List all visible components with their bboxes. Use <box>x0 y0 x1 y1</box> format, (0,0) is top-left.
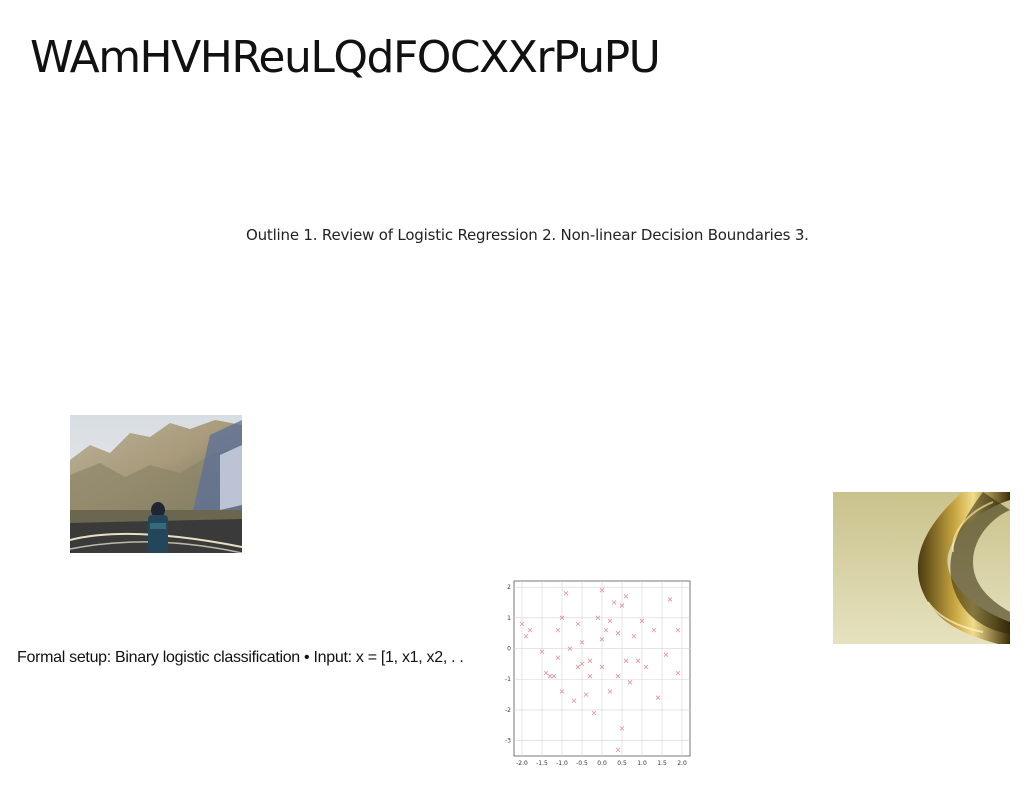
x-ticks: -2.0 -1.5 -1.0 -0.5 0.0 0.5 1.0 1.5 2.0 <box>516 760 687 767</box>
data-point <box>651 627 657 633</box>
data-point <box>599 637 605 642</box>
data-point <box>519 621 525 627</box>
data-point <box>619 726 625 731</box>
data-point <box>667 597 673 602</box>
x-tick-label: -0.5 <box>576 760 588 767</box>
x-tick-label: 0.0 <box>597 760 607 767</box>
data-point <box>631 633 637 639</box>
y-tick-label: -1 <box>505 676 511 683</box>
data-point <box>675 627 681 633</box>
data-point <box>623 594 629 599</box>
data-point <box>579 661 585 667</box>
data-point <box>551 673 557 679</box>
formal-setup-text: Formal setup: Binary logistic classifica… <box>17 649 464 666</box>
data-point <box>539 649 545 654</box>
data-point <box>523 633 529 639</box>
data-point <box>547 673 553 679</box>
data-point <box>543 670 549 676</box>
data-point <box>527 627 533 633</box>
data-point <box>591 710 597 716</box>
x-tick-label: 2.0 <box>677 760 687 767</box>
y-ticks: 2 1 0 -1 -2 -3 <box>505 584 511 745</box>
data-point <box>559 615 565 621</box>
data-point <box>587 658 593 664</box>
data-point <box>655 695 661 700</box>
x-tick-label: -2.0 <box>516 760 528 767</box>
y-tick-label: 2 <box>507 584 511 591</box>
x-tick-label: 0.5 <box>617 760 627 767</box>
data-point <box>575 664 581 670</box>
data-point <box>627 680 633 685</box>
data-point <box>575 621 581 627</box>
data-point <box>623 658 629 664</box>
data-point <box>615 747 621 753</box>
x-tick-label: 1.0 <box>637 760 647 767</box>
data-point <box>619 603 625 608</box>
data-point <box>607 618 613 624</box>
data-point <box>615 630 621 636</box>
data-point <box>555 655 561 661</box>
data-point <box>583 692 589 697</box>
slide-title: WAmHVHReuLQdFOCXXrPuPU <box>30 32 661 83</box>
data-point <box>663 652 669 657</box>
data-point <box>567 646 573 651</box>
data-point <box>555 627 561 633</box>
data-point <box>603 627 609 633</box>
data-point <box>595 615 601 621</box>
points <box>519 587 681 753</box>
data-point <box>611 600 617 605</box>
data-point <box>607 689 613 694</box>
data-point <box>675 670 681 676</box>
data-point <box>579 640 585 645</box>
x-tick-label: -1.0 <box>556 760 568 767</box>
y-tick-label: -3 <box>505 738 511 745</box>
data-point <box>615 673 621 679</box>
grid <box>514 581 690 756</box>
y-tick-label: -2 <box>505 707 511 714</box>
outline-text: Outline 1. Review of Logistic Regression… <box>246 226 809 244</box>
data-point <box>643 664 649 670</box>
scatter-plot: -2.0 -1.5 -1.0 -0.5 0.0 0.5 1.0 1.5 2.0 2 1 0 -1 -2 -… <box>505 580 691 767</box>
data-point <box>587 673 593 679</box>
gold-sculpture-photo <box>833 492 1010 644</box>
y-tick-label: 0 <box>507 646 511 653</box>
data-point <box>639 618 645 624</box>
data-point <box>635 658 641 664</box>
data-point <box>559 689 565 694</box>
x-tick-label: -1.5 <box>536 760 548 767</box>
data-point <box>599 587 605 593</box>
x-tick-label: 1.5 <box>657 760 667 767</box>
y-tick-label: 1 <box>507 615 511 622</box>
data-point <box>563 590 569 596</box>
mountain-road-photo <box>70 415 242 553</box>
data-point <box>571 698 577 704</box>
data-point <box>599 664 605 670</box>
